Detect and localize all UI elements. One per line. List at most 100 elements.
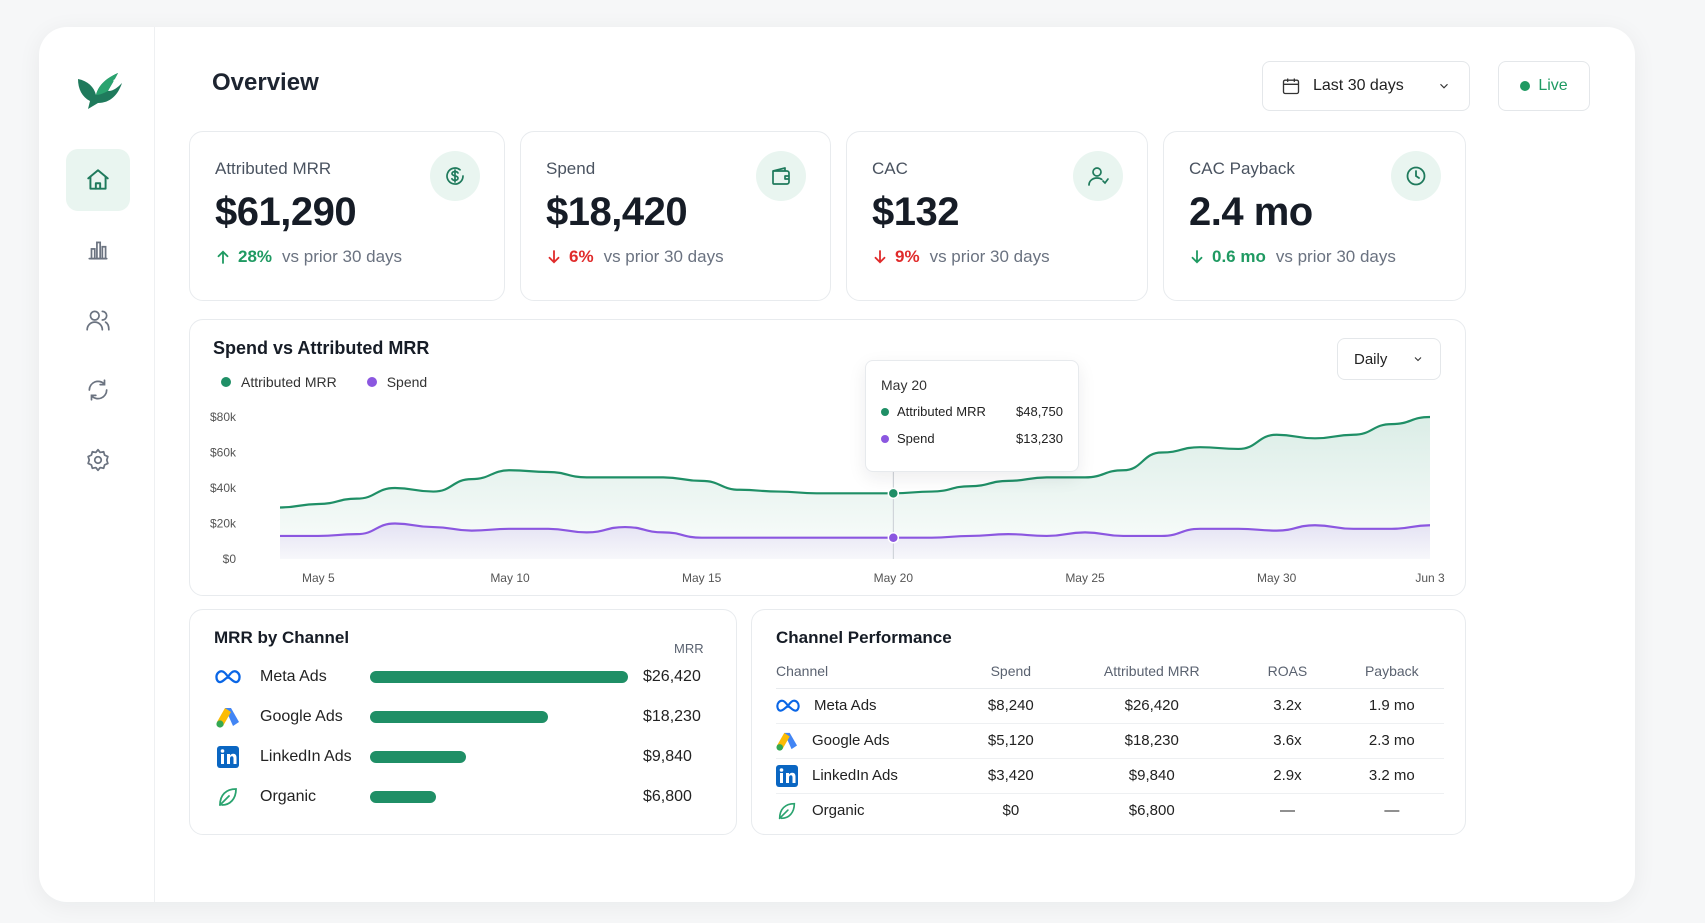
- kpi-value: $18,420: [546, 190, 688, 234]
- kpi-card-cac: CAC $132 9% vs prior 30 days: [846, 131, 1148, 301]
- bird-logo-icon[interactable]: [74, 69, 124, 111]
- x-tick-label: May 10: [490, 571, 530, 585]
- granularity-dropdown[interactable]: Daily: [1337, 338, 1441, 380]
- highlight-point-mrr: [887, 487, 900, 500]
- live-button[interactable]: Live: [1498, 61, 1590, 111]
- channel-name: Organic: [812, 802, 865, 820]
- tooltip-row-mrr: Attributed MRR $48,750: [881, 404, 1063, 419]
- arrow-down-icon: [1191, 250, 1203, 264]
- mrr-by-channel-card: MRR by Channel MRR Meta Ads $26,420 Goog…: [189, 609, 737, 835]
- trend-chart-card: Spend vs Attributed MRR Attributed MRR S…: [189, 319, 1466, 596]
- tooltip-value: $13,230: [1016, 431, 1063, 446]
- channel-name: LinkedIn Ads: [260, 748, 352, 765]
- mrr-amount: $26,420: [643, 668, 701, 685]
- mrr-cell: $26,420: [1068, 688, 1236, 724]
- app-window: Overview Last 30 days Live Attributed MR…: [39, 27, 1635, 902]
- arrow-down-icon: [874, 250, 886, 264]
- channel-name: Meta Ads: [814, 697, 877, 714]
- main-content: Overview Last 30 days Live Attributed MR…: [155, 27, 1635, 902]
- mrr-row: Organic $6,800: [215, 782, 706, 812]
- kpi-card-spend: Spend $18,420 6% vs prior 30 days: [520, 131, 831, 301]
- channel-performance-table: Channel Spend Attributed MRR ROAS Paybac…: [776, 654, 1444, 828]
- channel-name: Organic: [260, 788, 317, 805]
- mrr-bar: [370, 671, 628, 683]
- tooltip-swatch: [881, 434, 889, 443]
- date-range-label: Last 30 days: [1313, 77, 1404, 94]
- legend-item-spend[interactable]: Spend: [366, 374, 427, 390]
- wallet-icon: [756, 151, 806, 201]
- google-ads-icon: [776, 732, 797, 751]
- roas-cell: 3.6x: [1235, 723, 1340, 759]
- spend-cell: $3,420: [953, 758, 1069, 794]
- kpi-value: $132: [872, 190, 959, 234]
- x-tick-label: May 30: [1257, 571, 1297, 585]
- meta-icon: [776, 699, 800, 712]
- mrr-by-channel-title: MRR by Channel: [214, 628, 350, 647]
- sidebar: [39, 27, 155, 902]
- series-line-mrr: [279, 415, 1431, 509]
- column-header[interactable]: Channel: [776, 654, 954, 689]
- x-tick-label: May 25: [1065, 571, 1105, 585]
- chart-legend: Attributed MRR Spend: [221, 374, 427, 390]
- meta-icon: [215, 664, 241, 690]
- table-row[interactable]: Meta Ads $8,240 $26,420 3.2x 1.9 mo: [776, 688, 1444, 724]
- gear-icon: [87, 448, 109, 472]
- mrr-amount: $9,840: [643, 748, 692, 765]
- column-header[interactable]: ROAS: [1235, 654, 1340, 689]
- y-tick-label: $60k: [210, 446, 237, 460]
- sidebar-item-sync[interactable]: [66, 359, 130, 421]
- sidebar-item-home[interactable]: [66, 149, 130, 211]
- payback-cell: 3.2 mo: [1339, 758, 1444, 794]
- column-header[interactable]: Attributed MRR: [1068, 654, 1236, 689]
- spend-cell: $8,240: [953, 688, 1069, 724]
- sidebar-item-analytics[interactable]: [66, 219, 130, 281]
- tooltip-row-spend: Spend $13,230: [881, 431, 1063, 446]
- y-tick-label: $80k: [210, 410, 237, 424]
- refresh-icon: [88, 379, 108, 401]
- bar-chart-icon: [88, 241, 108, 260]
- linkedin-icon: [776, 764, 798, 787]
- channel-name: Google Ads: [812, 732, 890, 749]
- user-icon: [1073, 151, 1123, 201]
- kpi-value: 2.4 mo: [1189, 190, 1313, 234]
- kpi-delta-value: 28%: [238, 247, 273, 266]
- trend-chart[interactable]: $0 $20k $40k $60k $80k May 5 May 10 May 15 May 2…: [190, 320, 1467, 597]
- kpi-delta: 6% vs prior 30 days: [545, 247, 724, 267]
- kpi-delta-value: 0.6 mo: [1212, 247, 1266, 266]
- date-range-dropdown[interactable]: Last 30 days: [1262, 61, 1470, 111]
- kpi-delta-suffix: vs prior 30 days: [603, 247, 724, 266]
- granularity-label: Daily: [1354, 350, 1388, 368]
- mrr-bar: [370, 751, 466, 763]
- mrr-bar: [370, 791, 436, 803]
- payback-cell: 1.9 mo: [1339, 688, 1444, 724]
- mrr-row: Google Ads $18,230: [215, 702, 706, 732]
- tooltip-date: May 20: [881, 377, 927, 393]
- table-row[interactable]: Google Ads $5,120 $18,230 3.6x 2.3 mo: [776, 723, 1444, 759]
- series-line-spend: [280, 522, 1431, 539]
- table-row[interactable]: Organic $0 $6,800 — —: [776, 793, 1444, 828]
- column-header[interactable]: Spend: [953, 654, 1069, 689]
- channel-name: Google Ads: [260, 708, 343, 725]
- kpi-value: $61,290: [215, 190, 357, 234]
- legend-item-mrr[interactable]: Attributed MRR: [221, 374, 337, 390]
- calendar-icon: [1282, 78, 1300, 95]
- tooltip-swatch: [881, 407, 889, 416]
- sidebar-item-settings[interactable]: [66, 429, 130, 491]
- legend-swatch: [221, 377, 231, 387]
- roas-cell: 2.9x: [1235, 758, 1340, 794]
- tooltip-value: $48,750: [1016, 404, 1063, 419]
- highlight-point-spend: [887, 531, 900, 544]
- arrow-up-icon: [217, 250, 229, 264]
- column-header[interactable]: Payback: [1339, 654, 1444, 689]
- channel-performance-title: Channel Performance: [776, 628, 952, 647]
- table-row[interactable]: LinkedIn Ads $3,420 $9,840 2.9x 3.2 mo: [776, 758, 1444, 794]
- channel-name: LinkedIn Ads: [812, 767, 898, 784]
- kpi-delta: 9% vs prior 30 days: [871, 247, 1050, 267]
- x-tick-label: May 20: [874, 571, 914, 585]
- mrr-cell: $6,800: [1128, 802, 1175, 820]
- y-tick-label: $40k: [210, 481, 237, 495]
- tooltip-label: Spend: [897, 431, 935, 446]
- chevron-down-icon: [1414, 357, 1422, 362]
- sidebar-item-users[interactable]: [66, 289, 130, 351]
- mrr-amount: $18,230: [643, 708, 701, 725]
